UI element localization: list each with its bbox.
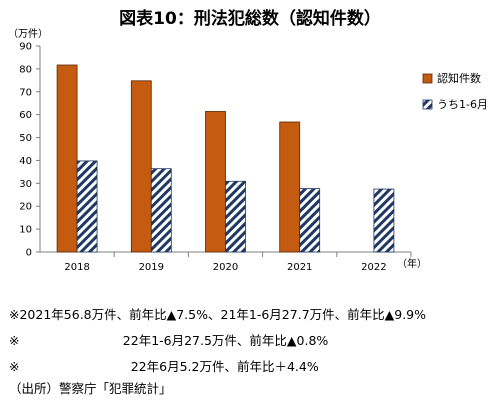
chart-title: 図表10：刑法犯総数（認知件数） [119,8,381,29]
y-tick-label: 80 [19,64,32,75]
x-tick-label: 2020 [213,262,238,273]
bar-0-2018 [56,64,78,253]
y-unit-label: （万件） [8,28,48,40]
source-note: （出所）警察庁「犯罪統計」 [9,381,172,396]
legend-label: うち1-6月 [437,98,488,111]
footnote-3: ※ 22年6月5.2万件、前年比＋4.4% [9,359,319,374]
x-tick-label: 2019 [139,262,164,273]
x-tick-label: 2021 [287,262,312,273]
y-tick-label: 0 [26,248,32,259]
y-tick-label: 30 [19,179,32,190]
legend-swatch [422,73,433,84]
y-tick-label: 50 [19,133,32,144]
footnote-1: ※2021年56.8万件、前年比▲7.5%、21年1-6月27.7万件、前年比▲… [9,307,427,322]
bar-1-2020 [225,180,246,253]
chart: 図表10：刑法犯総数（認知件数） （万件） （年） 0 10 20 30 40 50 60 7… [8,8,488,273]
legend-label: 認知件数 [437,71,481,85]
bar-0-2021 [279,121,301,253]
y-tick-label: 70 [19,87,32,98]
y-tick-label: 40 [19,156,32,167]
bar-1-2018 [76,160,98,253]
y-tick-label: 90 [19,42,32,53]
bar-1-2021 [299,188,321,253]
y-tick-label: 60 [19,110,32,121]
legend-swatch [422,99,433,110]
footnote-2: ※ 22年1-6月27.5万件、前年比▲0.8% [9,333,329,348]
bar-1-2022 [373,188,395,253]
y-tick-label: 20 [19,202,32,213]
plot-area: 0 10 20 30 40 50 60 70 80 90 2018 2019 2020 2021 2022 [19,42,412,273]
bar-0-2020 [205,111,226,253]
x-tick-label: 2018 [64,262,89,273]
y-tick-label: 10 [19,225,32,236]
bar-1-2019 [150,168,172,253]
bar-0-2019 [130,80,152,253]
x-tick-label: 2022 [361,262,386,273]
x-unit-label: （年） [397,257,427,270]
